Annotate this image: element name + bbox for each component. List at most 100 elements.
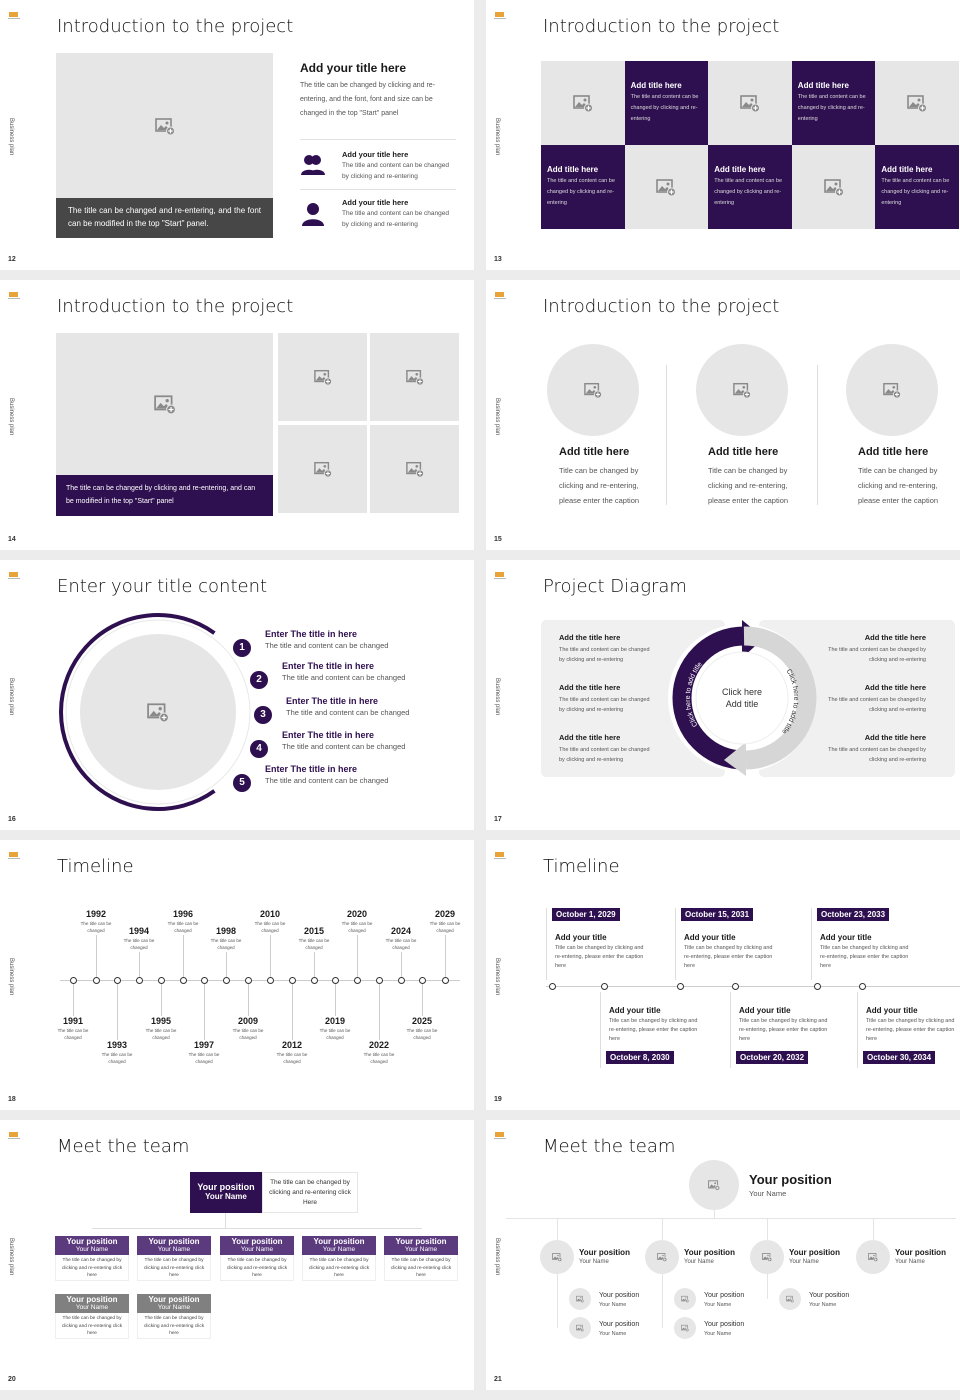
- timeline-node[interactable]: [70, 977, 77, 984]
- date-badge: October 15, 2031: [681, 908, 754, 921]
- text-cell[interactable]: Add title here The title and content can …: [875, 145, 959, 229]
- member-photo[interactable]: [856, 1240, 890, 1274]
- timeline-node[interactable]: [114, 977, 121, 984]
- timeline-node[interactable]: [859, 983, 866, 990]
- timeline-node[interactable]: [442, 977, 449, 984]
- slide-title: Enter your title content: [57, 576, 268, 597]
- center-line-2[interactable]: Add title: [725, 699, 759, 709]
- image-placeholder[interactable]: [278, 425, 367, 513]
- sub-member-photo[interactable]: [569, 1288, 591, 1310]
- image-placeholder[interactable]: [80, 634, 236, 790]
- timeline-node[interactable]: [311, 977, 318, 984]
- timeline-node[interactable]: [289, 977, 296, 984]
- image-placeholder[interactable]: [278, 333, 367, 421]
- connector: [857, 992, 858, 1068]
- connector: [873, 1218, 874, 1240]
- slide-15[interactable]: Introduction to the project Business plan…: [486, 280, 960, 550]
- text-cell[interactable]: Add title here The title and content can …: [791, 61, 876, 145]
- slide-13[interactable]: Introduction to the project Business plan…: [486, 0, 960, 270]
- timeline-node[interactable]: [601, 983, 608, 990]
- sub-member-photo[interactable]: [569, 1317, 591, 1339]
- image-placeholder[interactable]: [56, 333, 273, 475]
- slide-title: Introduction to the project: [57, 16, 294, 37]
- image-placeholder[interactable]: [56, 53, 273, 198]
- slide-20[interactable]: Meet the team Business plan 20 Your positio…: [0, 1120, 474, 1390]
- item-title: Add title here: [858, 446, 929, 458]
- sub-member-photo[interactable]: [674, 1288, 696, 1310]
- image-placeholder-icon: [657, 1253, 667, 1262]
- timeline-node[interactable]: [398, 977, 405, 984]
- timeline-node[interactable]: [376, 977, 383, 984]
- cell-text: The title and content can be changed by …: [881, 178, 950, 206]
- timeline-node[interactable]: [180, 977, 187, 984]
- timeline-node[interactable]: [267, 977, 274, 984]
- member-photo[interactable]: [645, 1240, 679, 1274]
- timeline-node[interactable]: [814, 983, 821, 990]
- cell-title: Add title here: [714, 165, 766, 174]
- text-cell[interactable]: Add title here The title and content can …: [541, 145, 625, 229]
- page-number: 20: [8, 1376, 16, 1383]
- year-caption: The title can be changed: [406, 1028, 438, 1040]
- slide-18[interactable]: Timeline Business plan 18 1992 The title can…: [0, 840, 474, 1110]
- timeline-node[interactable]: [332, 977, 339, 984]
- member-card-header[interactable]: Your position Your Name: [384, 1236, 458, 1255]
- timeline-node[interactable]: [201, 977, 208, 984]
- text-cell[interactable]: Add title here The title and content can …: [624, 61, 709, 145]
- member-photo[interactable]: [540, 1240, 574, 1274]
- member-photo[interactable]: [750, 1240, 784, 1274]
- image-placeholder[interactable]: [624, 145, 709, 229]
- member-card-header[interactable]: Your position Your Name: [55, 1236, 129, 1255]
- date-badge: October 1, 2029: [552, 908, 620, 921]
- timeline-node[interactable]: [136, 977, 143, 984]
- side-label: Business plan: [8, 398, 14, 436]
- year-label: 2019: [324, 1016, 346, 1026]
- image-placeholder[interactable]: [370, 333, 459, 421]
- image-placeholder[interactable]: [875, 61, 959, 145]
- image-placeholder[interactable]: [696, 344, 788, 436]
- connector: [226, 952, 227, 977]
- year-label: 2009: [237, 1016, 259, 1026]
- slide-14[interactable]: Introduction to the project Business plan…: [0, 280, 474, 550]
- timeline-node[interactable]: [419, 977, 426, 984]
- leader-card[interactable]: Your position Your Name: [190, 1172, 262, 1213]
- slide-12[interactable]: Introduction to the project Business plan…: [0, 0, 474, 270]
- timeline-node[interactable]: [158, 977, 165, 984]
- timeline-node[interactable]: [223, 977, 230, 984]
- member-card-header[interactable]: Your position Your Name: [55, 1294, 129, 1313]
- center-line-1[interactable]: Click here: [721, 687, 762, 697]
- heading: Add your title here: [300, 61, 407, 75]
- page-number: 12: [8, 256, 16, 263]
- member-card-header[interactable]: Your position Your Name: [137, 1294, 211, 1313]
- image-placeholder[interactable]: [791, 145, 876, 229]
- timeline-node[interactable]: [354, 977, 361, 984]
- image-placeholder[interactable]: [846, 344, 938, 436]
- image-placeholder[interactable]: [541, 61, 625, 145]
- member-card-header[interactable]: Your position Your Name: [302, 1236, 376, 1255]
- member-card-header[interactable]: Your position Your Name: [220, 1236, 294, 1255]
- slide-17[interactable]: Project Diagram Business plan 17 Add the ti…: [486, 560, 960, 830]
- member-position: Your position: [148, 1295, 200, 1304]
- step-number-badge: 5: [233, 774, 251, 792]
- member-card-header[interactable]: Your position Your Name: [137, 1236, 211, 1255]
- image-placeholder[interactable]: [370, 425, 459, 513]
- connector: [714, 1210, 715, 1218]
- timeline-node[interactable]: [677, 983, 684, 990]
- image-placeholder[interactable]: [547, 344, 639, 436]
- logo-icon: [494, 1127, 506, 1139]
- slide-21[interactable]: Meet the team Business plan 21 Your positio…: [486, 1120, 960, 1390]
- timeline-node[interactable]: [732, 983, 739, 990]
- divider: [300, 139, 456, 140]
- timeline-node[interactable]: [93, 977, 100, 984]
- timeline-node[interactable]: [549, 983, 556, 990]
- entry-title: Add your title: [684, 933, 736, 942]
- slide-19[interactable]: Timeline Business plan 19 October 1, 2029 Ad…: [486, 840, 960, 1110]
- entry-title: Add your title: [820, 933, 872, 942]
- text-cell[interactable]: Add title here The title and content can …: [708, 145, 792, 229]
- sub-member-photo[interactable]: [674, 1317, 696, 1339]
- image-placeholder[interactable]: [708, 61, 792, 145]
- leader-photo[interactable]: [689, 1160, 739, 1210]
- timeline-node[interactable]: [245, 977, 252, 984]
- sub-member-photo[interactable]: [779, 1288, 801, 1310]
- member-position: Your position: [231, 1237, 283, 1246]
- slide-16[interactable]: Enter your title content Business plan 16 1…: [0, 560, 474, 830]
